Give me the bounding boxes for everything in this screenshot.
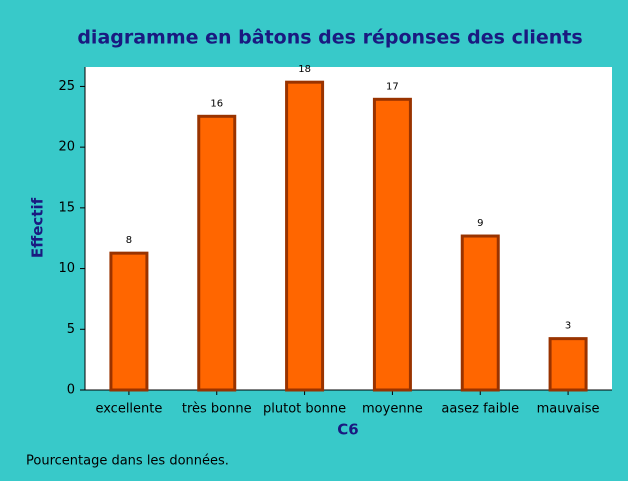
x-tick-label: très bonne (182, 402, 252, 417)
bar (109, 251, 149, 392)
bar (285, 80, 325, 392)
data-label: 8 (126, 235, 132, 246)
data-label: 16 (210, 98, 223, 109)
bar (548, 337, 588, 392)
data-label: 9 (477, 218, 483, 229)
x-tick-label: excellente (95, 402, 162, 417)
x-tick-label: moyenne (362, 402, 423, 417)
chart-title: diagramme en bâtons des réponses des cli… (77, 27, 582, 49)
y-tick-label: 25 (58, 79, 75, 94)
y-tick-label: 0 (67, 383, 75, 398)
y-tick-label: 5 (67, 322, 75, 337)
data-label: 18 (298, 64, 311, 75)
plot-area (85, 67, 612, 390)
y-tick-label: 15 (58, 200, 75, 215)
bar (460, 234, 500, 392)
x-axis-label: C6 (337, 421, 358, 439)
x-tick-label: aasez faible (441, 402, 519, 417)
data-label: 3 (565, 321, 571, 332)
bar (372, 97, 412, 392)
y-tick-label: 20 (58, 140, 75, 155)
data-label: 17 (386, 81, 399, 92)
footnote: Pourcentage dans les données. (26, 454, 229, 469)
y-tick-label: 10 (58, 261, 75, 276)
x-tick-label: plutot bonne (263, 402, 346, 417)
x-tick-label: mauvaise (537, 402, 600, 417)
bar (197, 114, 237, 392)
y-axis-label: Effectif (29, 197, 47, 258)
